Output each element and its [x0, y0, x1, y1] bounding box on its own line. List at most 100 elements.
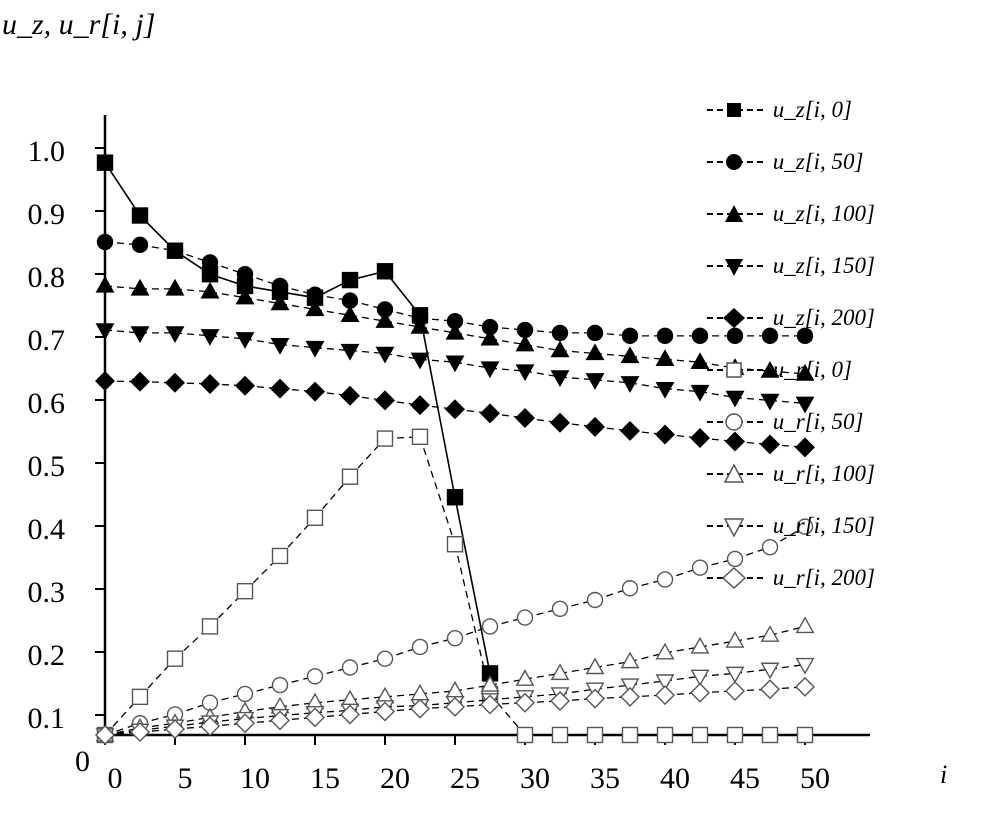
data-point-u-z-i--50-[interactable]: [203, 255, 218, 270]
data-point-u-r-i--50-[interactable]: [483, 619, 498, 634]
data-point-u-z-i--100-[interactable]: [622, 348, 639, 363]
data-point-u-z-i--0-[interactable]: [98, 155, 113, 170]
data-point-u-r-i--100-[interactable]: [412, 685, 429, 700]
data-point-u-z-i--100-[interactable]: [97, 277, 114, 292]
data-point-u-r-i--50-[interactable]: [658, 572, 673, 587]
data-point-u-r-i--0-[interactable]: [273, 548, 288, 563]
data-point-u-r-i--50-[interactable]: [518, 610, 533, 625]
data-point-u-r-i--0-[interactable]: [378, 431, 393, 446]
legend-marker-8: [705, 511, 765, 541]
data-point-u-z-i--100-[interactable]: [657, 351, 674, 366]
data-point-u-z-i--200-[interactable]: [376, 391, 394, 409]
data-point-u-z-i--150-[interactable]: [552, 371, 569, 386]
data-point-u-r-i--0-[interactable]: [308, 510, 323, 525]
data-point-u-r-i--200-[interactable]: [621, 688, 639, 706]
data-point-u-z-i--150-[interactable]: [482, 362, 499, 377]
data-point-u-r-i--0-[interactable]: [133, 689, 148, 704]
legend-marker-3: [705, 251, 765, 281]
data-point-u-z-i--200-[interactable]: [551, 414, 569, 432]
data-point-u-z-i--0-[interactable]: [448, 490, 463, 505]
data-point-u-z-i--50-[interactable]: [588, 325, 603, 340]
data-point-u-r-i--0-[interactable]: [763, 728, 778, 743]
data-point-u-r-i--0-[interactable]: [343, 469, 358, 484]
data-point-u-r-i--200-[interactable]: [726, 682, 744, 700]
data-point-u-z-i--100-[interactable]: [587, 345, 604, 360]
data-point-u-r-i--200-[interactable]: [656, 686, 674, 704]
legend-marker-6: [705, 407, 765, 437]
data-point-u-r-i--50-[interactable]: [273, 678, 288, 693]
legend-row-7: u_r[i, 100]: [705, 459, 983, 511]
data-point-u-r-i--0-[interactable]: [413, 429, 428, 444]
data-point-u-z-i--0-[interactable]: [343, 273, 358, 288]
data-point-u-r-i--100-[interactable]: [797, 618, 814, 633]
data-point-u-z-i--200-[interactable]: [166, 374, 184, 392]
data-point-u-r-i--50-[interactable]: [343, 660, 358, 675]
data-point-u-r-i--50-[interactable]: [413, 639, 428, 654]
data-point-u-z-i--150-[interactable]: [202, 330, 219, 345]
legend-row-1: u_z[i, 50]: [705, 147, 983, 199]
data-point-u-r-i--50-[interactable]: [588, 592, 603, 607]
data-point-u-r-i--0-[interactable]: [623, 728, 638, 743]
data-point-u-r-i--0-[interactable]: [588, 728, 603, 743]
data-point-u-r-i--100-[interactable]: [342, 691, 359, 706]
data-point-u-z-i--200-[interactable]: [271, 380, 289, 398]
data-point-u-r-i--200-[interactable]: [761, 680, 779, 698]
data-point-u-z-i--100-[interactable]: [167, 280, 184, 295]
data-point-u-z-i--150-[interactable]: [587, 374, 604, 389]
data-point-u-z-i--200-[interactable]: [201, 375, 219, 393]
legend-label-2: u_z[i, 100]: [773, 201, 875, 226]
data-point-u-z-i--0-[interactable]: [133, 208, 148, 223]
data-point-u-r-i--50-[interactable]: [238, 686, 253, 701]
data-point-u-z-i--200-[interactable]: [586, 418, 604, 436]
data-point-u-z-i--200-[interactable]: [656, 425, 674, 443]
data-point-u-z-i--50-[interactable]: [98, 234, 113, 249]
data-point-u-z-i--200-[interactable]: [446, 400, 464, 418]
data-point-u-z-i--150-[interactable]: [307, 342, 324, 357]
data-point-u-r-i--0-[interactable]: [518, 728, 533, 743]
data-point-u-r-i--0-[interactable]: [238, 584, 253, 599]
data-point-u-z-i--150-[interactable]: [272, 339, 289, 354]
data-point-u-z-i--200-[interactable]: [306, 383, 324, 401]
legend-label-7: u_r[i, 100]: [773, 461, 875, 486]
data-point-u-r-i--50-[interactable]: [623, 581, 638, 596]
data-point-u-z-i--0-[interactable]: [378, 264, 393, 279]
data-point-u-r-i--150-[interactable]: [727, 667, 744, 682]
data-point-u-z-i--200-[interactable]: [621, 422, 639, 440]
data-point-u-r-i--0-[interactable]: [203, 619, 218, 634]
data-point-u-z-i--200-[interactable]: [516, 409, 534, 427]
data-point-u-z-i--200-[interactable]: [236, 377, 254, 395]
data-point-u-r-i--0-[interactable]: [448, 537, 463, 552]
data-point-u-r-i--200-[interactable]: [796, 678, 814, 696]
data-point-u-z-i--100-[interactable]: [132, 280, 149, 295]
data-point-u-z-i--200-[interactable]: [411, 396, 429, 414]
data-point-u-r-i--200-[interactable]: [586, 690, 604, 708]
data-point-u-z-i--150-[interactable]: [657, 383, 674, 398]
data-point-u-z-i--200-[interactable]: [481, 404, 499, 422]
data-point-u-r-i--0-[interactable]: [798, 728, 813, 743]
data-point-u-r-i--0-[interactable]: [693, 728, 708, 743]
data-point-u-r-i--50-[interactable]: [553, 601, 568, 616]
data-point-u-z-i--50-[interactable]: [658, 328, 673, 343]
data-point-u-r-i--0-[interactable]: [658, 728, 673, 743]
data-point-u-z-i--200-[interactable]: [131, 373, 149, 391]
data-point-u-z-i--150-[interactable]: [167, 327, 184, 342]
data-point-u-z-i--200-[interactable]: [341, 387, 359, 405]
data-point-u-z-i--100-[interactable]: [202, 283, 219, 298]
data-point-u-r-i--50-[interactable]: [448, 631, 463, 646]
data-point-u-z-i--50-[interactable]: [623, 328, 638, 343]
data-point-u-z-i--150-[interactable]: [412, 353, 429, 368]
data-point-u-z-i--50-[interactable]: [273, 278, 288, 293]
data-point-u-r-i--50-[interactable]: [378, 651, 393, 666]
data-point-u-z-i--150-[interactable]: [342, 345, 359, 360]
data-point-u-r-i--0-[interactable]: [553, 728, 568, 743]
data-point-u-r-i--200-[interactable]: [691, 684, 709, 702]
data-point-u-r-i--50-[interactable]: [308, 669, 323, 684]
data-point-u-z-i--200-[interactable]: [96, 372, 114, 390]
data-point-u-z-i--50-[interactable]: [238, 267, 253, 282]
data-point-u-z-i--50-[interactable]: [168, 243, 183, 258]
data-point-u-z-i--50-[interactable]: [553, 325, 568, 340]
data-point-u-r-i--0-[interactable]: [728, 728, 743, 743]
data-point-u-z-i--150-[interactable]: [132, 327, 149, 342]
data-point-u-r-i--0-[interactable]: [168, 651, 183, 666]
data-point-u-z-i--50-[interactable]: [133, 237, 148, 252]
